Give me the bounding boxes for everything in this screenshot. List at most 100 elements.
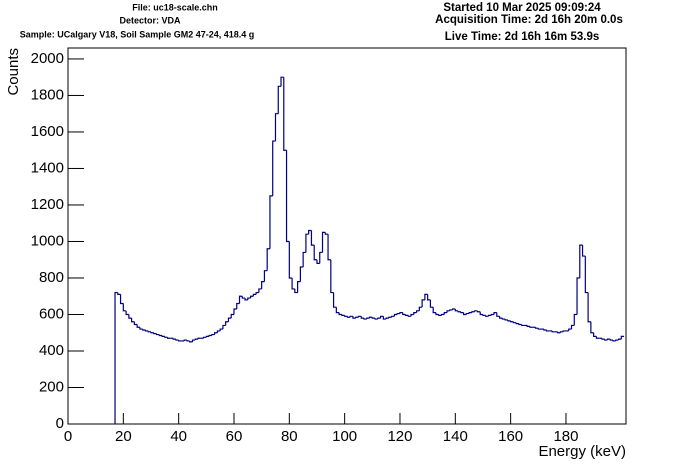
y-tick-label: 400 bbox=[39, 342, 64, 359]
histogram-bin bbox=[474, 310, 478, 312]
histogram-bin bbox=[131, 318, 135, 323]
y-axis-title: Counts bbox=[5, 48, 22, 96]
histogram-bin bbox=[620, 335, 625, 340]
plot-frame bbox=[67, 47, 627, 425]
histogram-bin bbox=[463, 312, 467, 316]
histogram-bin bbox=[368, 316, 373, 319]
histogram-bin bbox=[460, 311, 464, 314]
header-text: File: uc18-scale.chn bbox=[132, 2, 218, 12]
histogram-bin bbox=[142, 329, 146, 331]
histogram-bin bbox=[238, 295, 243, 304]
histogram-bin bbox=[341, 314, 345, 316]
histogram-bin bbox=[573, 313, 578, 326]
histogram-bin bbox=[247, 297, 251, 300]
histogram-bin bbox=[465, 312, 470, 315]
histogram-bin bbox=[413, 312, 417, 315]
histogram-bin bbox=[382, 316, 387, 320]
histogram-bin bbox=[537, 328, 542, 330]
histogram-bin bbox=[427, 294, 431, 301]
histogram-bin bbox=[283, 77, 287, 151]
histogram-bin bbox=[122, 303, 127, 312]
histogram-bin bbox=[402, 312, 406, 316]
histogram-bin bbox=[476, 310, 481, 313]
x-tick-label: 60 bbox=[226, 428, 243, 445]
histogram-bin bbox=[344, 315, 348, 317]
histogram-bin bbox=[396, 312, 400, 315]
histogram-bin bbox=[274, 113, 279, 142]
histogram-bin bbox=[302, 251, 306, 268]
histogram-bin bbox=[225, 321, 229, 326]
histogram-bin bbox=[366, 317, 370, 320]
histogram-bin bbox=[584, 256, 589, 294]
histogram-bin bbox=[172, 338, 176, 340]
histogram-bin bbox=[407, 315, 412, 317]
histogram-bin bbox=[144, 330, 149, 332]
histogram-bin bbox=[258, 288, 262, 293]
histogram-bin bbox=[133, 321, 138, 326]
histogram-bin bbox=[338, 312, 342, 316]
histogram-bin bbox=[219, 328, 223, 331]
histogram-bin bbox=[349, 315, 353, 318]
histogram-bin bbox=[595, 336, 600, 339]
histogram-bin bbox=[161, 335, 165, 337]
y-tick-label: 1400 bbox=[31, 159, 64, 176]
histogram-bin bbox=[501, 318, 506, 320]
histogram-bin bbox=[438, 314, 442, 316]
histogram-bin bbox=[346, 316, 351, 318]
histogram-bin bbox=[319, 251, 323, 264]
histogram-bin bbox=[587, 292, 591, 323]
histogram-bin bbox=[498, 316, 503, 319]
histogram-bin bbox=[482, 314, 486, 316]
histogram-bin bbox=[252, 293, 257, 297]
histogram-bin bbox=[294, 288, 298, 294]
histogram-bin bbox=[576, 277, 580, 315]
histogram-bin bbox=[612, 340, 616, 342]
histogram-bin bbox=[374, 318, 378, 320]
histogram-bin bbox=[424, 293, 428, 300]
histogram-bin bbox=[125, 310, 129, 316]
y-tick-label: 600 bbox=[39, 305, 64, 322]
histogram-bin bbox=[272, 140, 276, 196]
histogram-bin bbox=[266, 248, 270, 271]
histogram-bin bbox=[241, 296, 246, 299]
x-axis-title: Energy (keV) bbox=[538, 443, 626, 460]
histogram-bin bbox=[147, 330, 151, 333]
histogram-bin bbox=[175, 339, 179, 341]
y-tick-label: 1200 bbox=[31, 196, 64, 213]
header-text: Sample: UCalgary V18, Soil Sample GM2 47… bbox=[20, 29, 255, 39]
histogram-bin bbox=[189, 340, 193, 343]
histogram-bin bbox=[355, 316, 359, 319]
histogram-bin bbox=[211, 333, 215, 336]
histogram-bin bbox=[297, 281, 301, 293]
histogram-bin bbox=[521, 324, 525, 327]
histogram-bin bbox=[327, 234, 331, 261]
histogram-bin bbox=[214, 332, 218, 335]
histogram-bin bbox=[236, 302, 240, 310]
histogram-bin bbox=[139, 327, 143, 330]
histogram-bin bbox=[496, 312, 500, 317]
histogram-bin bbox=[432, 307, 436, 314]
histogram-bin bbox=[507, 319, 511, 322]
histogram-bin bbox=[280, 76, 284, 87]
histogram-bin bbox=[114, 291, 118, 424]
histogram-bin bbox=[385, 317, 389, 320]
histogram-bin bbox=[435, 312, 439, 316]
histogram-bin bbox=[559, 331, 564, 333]
x-tick-label: 0 bbox=[64, 428, 72, 445]
y-tick-label: 1800 bbox=[31, 86, 64, 103]
histogram-bin bbox=[324, 232, 329, 235]
histogram-bin bbox=[485, 315, 489, 317]
histogram-bin bbox=[155, 333, 160, 336]
histogram-bin bbox=[277, 85, 282, 114]
histogram-bin bbox=[208, 334, 212, 337]
histogram-bin bbox=[551, 330, 555, 333]
histogram-bin bbox=[543, 329, 547, 331]
histogram-bin bbox=[421, 299, 425, 308]
histogram-bin bbox=[454, 309, 459, 312]
histogram-bin bbox=[360, 316, 365, 319]
histogram-bin bbox=[457, 310, 461, 313]
x-tick-label: 180 bbox=[553, 428, 578, 445]
header-text: Acquisition Time: 2d 16h 20m 0.0s bbox=[435, 14, 623, 26]
x-tick-label: 80 bbox=[281, 428, 298, 445]
